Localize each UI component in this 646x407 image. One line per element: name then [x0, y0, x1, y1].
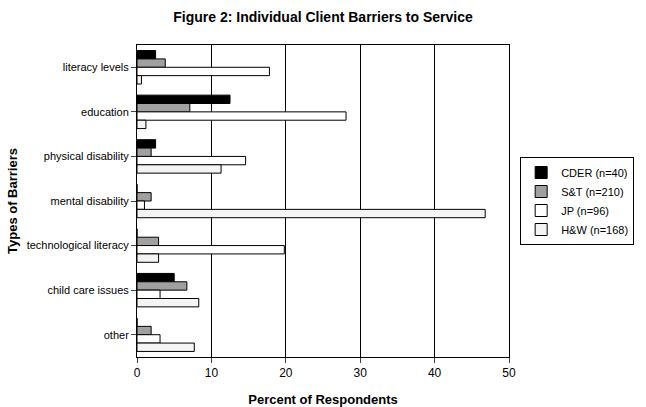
svg-text:40: 40: [428, 366, 442, 380]
svg-text:30: 30: [354, 366, 368, 380]
svg-text:10: 10: [205, 366, 219, 380]
svg-text:child care issues: child care issues: [47, 284, 129, 296]
svg-text:mental disability: mental disability: [51, 195, 130, 207]
svg-text:Figure 2: Individual Client Ba: Figure 2: Individual Client Barriers to …: [173, 9, 473, 25]
svg-text:H&W (n=168): H&W (n=168): [561, 224, 628, 236]
svg-text:20: 20: [279, 366, 293, 380]
svg-text:JP (n=96): JP (n=96): [561, 205, 609, 217]
svg-text:0: 0: [134, 366, 141, 380]
svg-text:S&T (n=210): S&T (n=210): [561, 186, 623, 198]
svg-text:Percent of Respondents: Percent of Respondents: [248, 392, 398, 407]
svg-text:education: education: [81, 106, 129, 118]
svg-text:technological literacy: technological literacy: [27, 239, 130, 251]
svg-text:other: other: [104, 329, 129, 341]
svg-text:physical disability: physical disability: [44, 150, 129, 162]
svg-text:CDER (n=40): CDER (n=40): [561, 167, 627, 179]
svg-text:50: 50: [502, 366, 516, 380]
svg-text:literacy levels: literacy levels: [63, 61, 130, 73]
svg-text:Types of Barriers: Types of Barriers: [5, 148, 20, 254]
